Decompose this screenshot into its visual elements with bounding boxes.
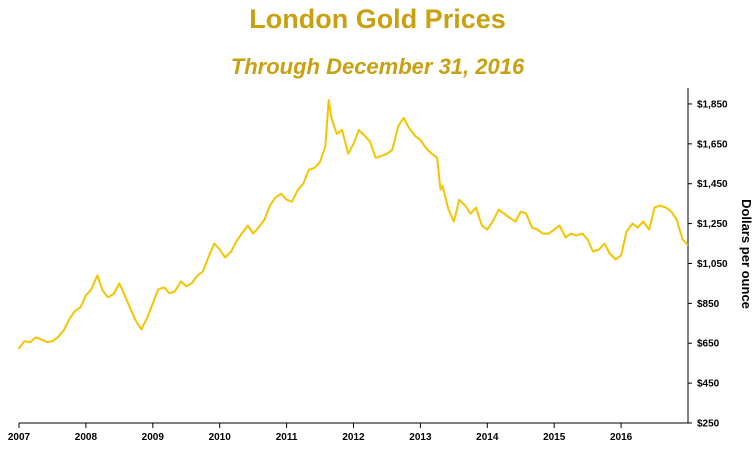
y-tick-label: $250 xyxy=(697,419,720,430)
y-tick-label: $1,850 xyxy=(697,99,728,110)
y-tick-label: $450 xyxy=(697,379,720,390)
y-tick-label: $650 xyxy=(697,339,720,350)
x-tick-label: 2008 xyxy=(75,432,98,443)
y-tick-label: $1,050 xyxy=(697,259,728,270)
plot-area xyxy=(18,99,689,350)
y-tick-label: $1,650 xyxy=(697,139,728,150)
y-axis-label: Dollars per ounce xyxy=(739,199,754,309)
chart-title: London Gold Prices xyxy=(249,4,506,34)
x-tick-label: 2012 xyxy=(342,432,365,443)
x-tick-label: 2011 xyxy=(276,432,298,443)
x-tick-label: 2007 xyxy=(8,432,31,443)
axes-group: 2007 2008 2009 2010 2011 2012 2013 2014 2015 2016… xyxy=(8,88,728,443)
x-tick-label: 2016 xyxy=(610,432,633,443)
x-tick-label: 2014 xyxy=(476,432,499,443)
x-tick-label: 2015 xyxy=(543,432,566,443)
y-tick-label: $1,450 xyxy=(697,179,728,190)
x-tick-label: 2009 xyxy=(142,432,165,443)
chart-subtitle: Through December 31, 2016 xyxy=(230,54,525,79)
y-tick-label: $1,250 xyxy=(697,219,728,230)
x-tick-label: 2013 xyxy=(409,432,432,443)
x-tick-label: 2010 xyxy=(209,432,232,443)
y-tick-label: $850 xyxy=(697,299,720,310)
gold-price-series-line xyxy=(18,99,689,350)
